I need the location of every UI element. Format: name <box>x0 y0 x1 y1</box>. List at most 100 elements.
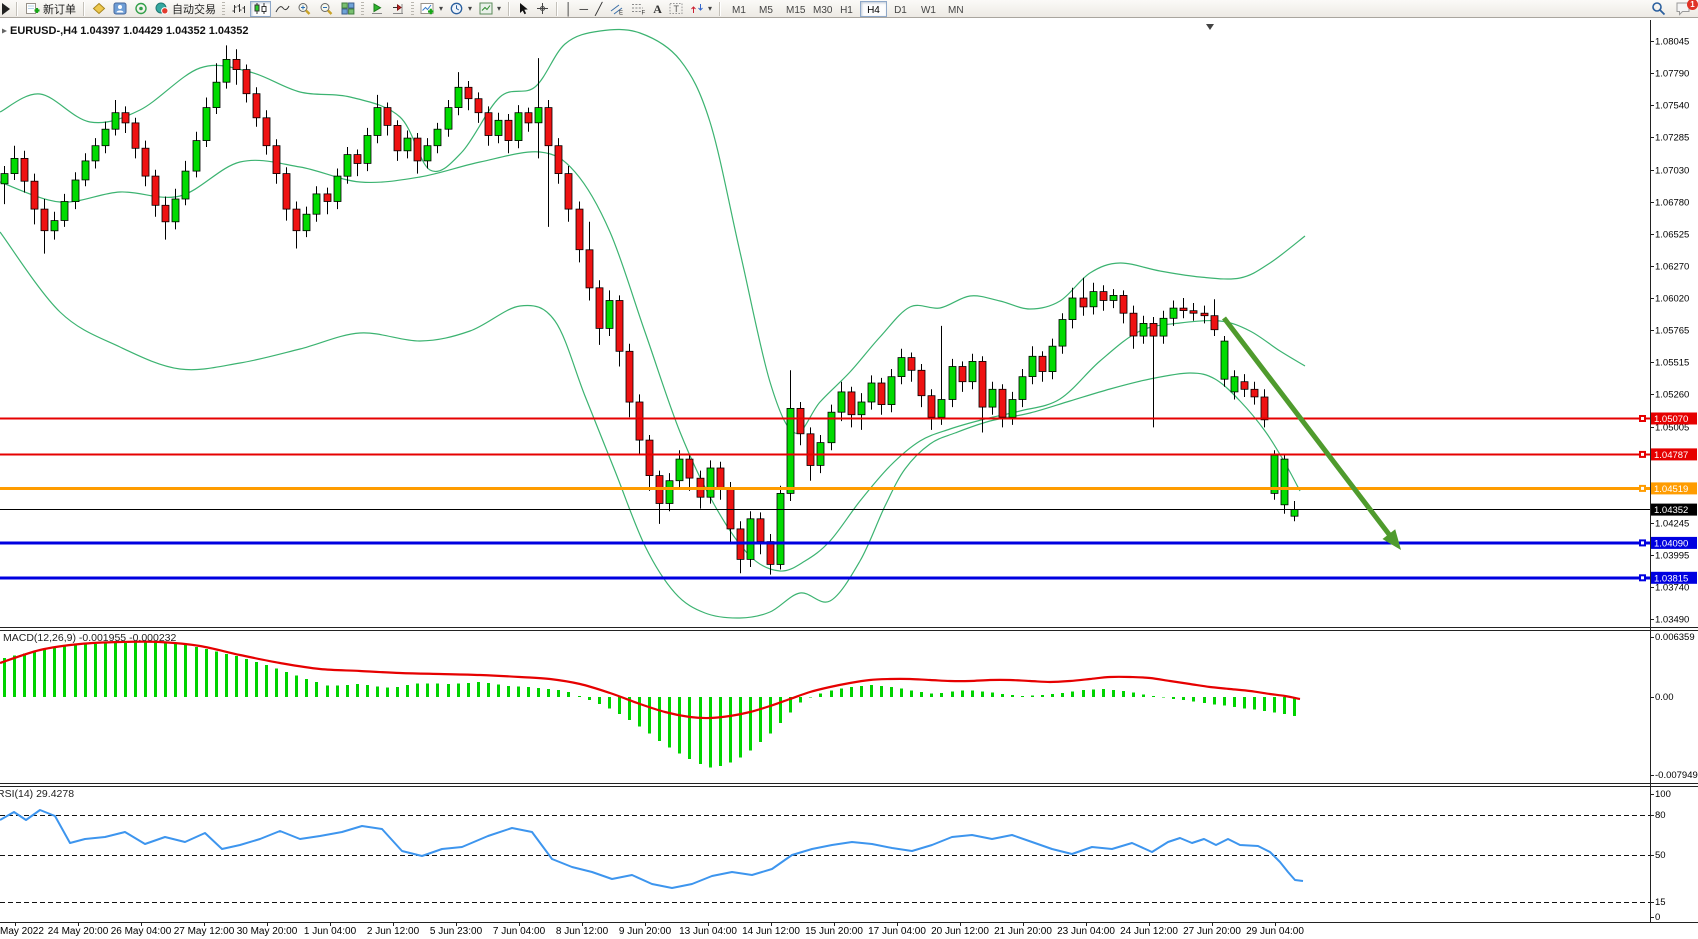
price-tag-text: 1.03815 <box>1654 573 1688 584</box>
arrows-dropdown-arrow: ▾ <box>707 4 712 13</box>
market-watch-icon <box>92 2 106 15</box>
hline-1.04090[interactable]: 1.04090 <box>0 536 1697 549</box>
templates-button[interactable]: ▾ <box>476 1 504 17</box>
timeframe-w1[interactable]: W1 <box>914 1 941 17</box>
signals-button[interactable] <box>131 1 151 17</box>
rsi-scale-label: 0 <box>1655 912 1660 923</box>
trendline-button[interactable]: ╱ <box>592 1 605 17</box>
text-icon: A <box>653 1 662 16</box>
timeframe-group: M1 M5 M15 M30 H1 H4 D1 W1 MN <box>725 0 968 17</box>
rsi-scale-label: 80 <box>1655 810 1666 821</box>
pane-separators <box>0 627 1698 923</box>
toolbar-separator <box>83 1 85 16</box>
crosshair-button[interactable] <box>533 1 552 17</box>
title-marker-icon <box>2 28 7 34</box>
fibonacci-icon: F <box>632 4 646 15</box>
clock-icon <box>450 2 463 15</box>
tile-windows-button[interactable] <box>338 1 358 17</box>
toolbar-separator <box>16 1 18 16</box>
auto-scroll-button[interactable] <box>367 1 387 17</box>
auto-scroll-icon <box>372 3 382 14</box>
macd-indicator: 0.006359 0.00 -0.007949 MACD(12,26,9) -0.00… <box>0 632 1698 781</box>
time-axis-label: 20 Jun 12:00 <box>931 926 989 937</box>
market-watch-button[interactable] <box>89 1 109 17</box>
hline-1.04352[interactable]: 1.04352 <box>0 503 1697 517</box>
hline-1.04787[interactable]: 1.04787 <box>0 448 1697 461</box>
time-axis-label: 7 Jun 04:00 <box>493 926 546 937</box>
cursor-icon <box>520 3 528 15</box>
price-tag-1.04787 <box>1651 448 1697 461</box>
timeframe-m30[interactable]: M30 <box>806 1 833 17</box>
timeframe-d1[interactable]: D1 <box>887 1 914 17</box>
bar-chart-button[interactable] <box>228 1 249 17</box>
price-tag-1.04519 <box>1651 482 1697 495</box>
cursor-button[interactable] <box>514 1 532 17</box>
zoom-in-button[interactable] <box>294 1 315 17</box>
trend-arrow[interactable] <box>1222 316 1401 550</box>
indicators-button[interactable]: ▾ <box>417 1 446 17</box>
rsi-scale-label: 100 <box>1655 789 1671 800</box>
bollinger-lower-band <box>0 231 1301 619</box>
bar-chart-icon <box>232 4 245 13</box>
auto-trading-button[interactable]: 自动交易 <box>152 1 219 17</box>
data-window-button[interactable] <box>110 1 130 17</box>
vertical-line-icon: │ <box>565 1 573 16</box>
time-axis-label: 24 May 20:00 <box>48 926 109 937</box>
chart-shift-icon <box>393 4 403 14</box>
candlestick-chart-button[interactable] <box>250 0 271 17</box>
notifications-button[interactable]: 1 <box>1675 0 1698 16</box>
price-tag-1.05070 <box>1651 412 1697 425</box>
templates-dropdown-arrow: ▾ <box>497 4 502 13</box>
fibonacci-button[interactable]: F <box>628 1 649 17</box>
chart-canvas[interactable]: 1.08045 1.07790 1.07540 1.07285 1.07030 1.067… <box>0 18 1698 939</box>
price-axis-label: 1.05005 <box>1655 423 1689 434</box>
indicators-icon <box>420 3 434 15</box>
horizontal-line-icon: ─ <box>579 1 589 16</box>
price-tag-text: 1.04352 <box>1654 505 1688 516</box>
time-axis-label: 17 Jun 04:00 <box>868 926 926 937</box>
time-axis-label: 29 Jun 04:00 <box>1246 926 1304 937</box>
toolbar-separator <box>508 1 511 16</box>
line-chart-button[interactable] <box>272 1 293 17</box>
chart-shift-button[interactable] <box>388 1 408 17</box>
hline-1.04519[interactable]: 1.04519 <box>0 482 1697 495</box>
time-axis-label: 8 Jun 12:00 <box>556 926 609 937</box>
periods-dropdown-arrow: ▾ <box>468 4 473 13</box>
new-order-button[interactable]: 新订单 <box>22 1 79 17</box>
toolbar-separator <box>556 1 559 16</box>
text-button[interactable]: A <box>650 1 665 17</box>
price-tag-text: 1.04787 <box>1654 450 1688 461</box>
timeframe-h1[interactable]: H1 <box>833 1 860 17</box>
timeframe-m15[interactable]: M15 <box>779 1 806 17</box>
timeframe-m5[interactable]: M5 <box>752 1 779 17</box>
line-chart-icon <box>275 5 290 13</box>
timeframe-m1[interactable]: M1 <box>725 1 752 17</box>
vertical-line-button[interactable]: │ <box>562 1 576 17</box>
svg-text:E: E <box>619 11 623 16</box>
toolbar-right-group: 1 <box>1648 0 1698 17</box>
channel-button[interactable]: E <box>606 1 627 17</box>
horizontal-line-button[interactable]: ─ <box>577 1 592 17</box>
chart-area[interactable]: 1.08045 1.07790 1.07540 1.07285 1.07030 1.067… <box>0 18 1698 939</box>
zoom-out-button[interactable] <box>316 1 337 17</box>
svg-text:T: T <box>673 4 679 14</box>
zoom-in-icon <box>298 2 311 15</box>
timeframe-h4[interactable]: H4 <box>859 0 887 17</box>
hline-1.05070[interactable]: 1.05070 <box>0 412 1697 426</box>
price-axis-label: 1.07030 <box>1655 166 1689 177</box>
price-axis-label: 1.03995 <box>1655 551 1689 562</box>
price-axis-label: 1.06020 <box>1655 294 1689 305</box>
price-tag-1.04090 <box>1651 536 1697 549</box>
periods-button[interactable]: ▾ <box>447 1 475 17</box>
hline-1.03815[interactable]: 1.03815 <box>0 571 1697 584</box>
text-label-button[interactable]: T <box>666 1 686 17</box>
time-axis-label: 1 Jun 04:00 <box>304 926 357 937</box>
timeframe-mn[interactable]: MN <box>941 1 968 17</box>
arrows-button[interactable]: ▾ <box>687 1 715 17</box>
price-tag-1.03815 <box>1651 571 1697 584</box>
search-button[interactable] <box>1648 1 1669 17</box>
notification-badge: 1 <box>1687 0 1698 10</box>
candlesticks <box>0 45 1299 575</box>
